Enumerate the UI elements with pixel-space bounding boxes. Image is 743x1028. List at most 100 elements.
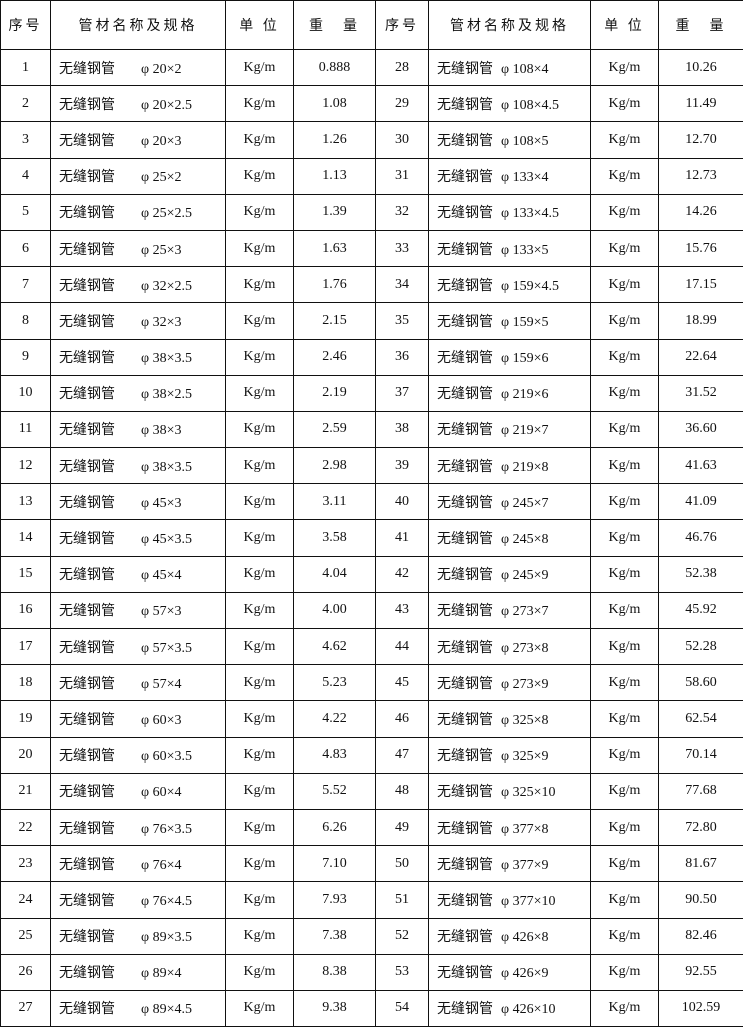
pipe-name: 无缝钢管 (59, 893, 115, 909)
weight: 31.52 (658, 374, 743, 412)
weight: 72.80 (658, 808, 743, 847)
weight: 17.15 (658, 266, 743, 304)
pipe-name: 无缝钢管 (59, 133, 115, 149)
pipe-spec: φ 133×4 (501, 170, 549, 186)
pipe-spec: φ 20×2.5 (141, 97, 192, 113)
pipe-name-spec: 无缝钢管 φ 76×4 (50, 845, 226, 883)
weight: 81.67 (658, 845, 743, 883)
unit: Kg/m (225, 845, 294, 883)
pipe-spec: φ 45×3 (141, 495, 182, 511)
weight: 2.59 (293, 410, 376, 449)
row-index: 30 (375, 121, 429, 159)
pipe-spec: φ 245×8 (501, 532, 549, 548)
pipe-name: 无缝钢管 (59, 61, 115, 77)
weight: 4.22 (293, 700, 376, 738)
pipe-name: 无缝钢管 (59, 495, 115, 511)
table-row: 19 无缝钢管 φ 60×3 Kg/m 4.22 46 无缝钢管 φ 325×8 Kg/m 62.… (0, 700, 743, 738)
pipe-spec: φ 108×4.5 (501, 97, 559, 113)
pipe-name-spec: 无缝钢管 φ 60×3.5 (50, 736, 226, 774)
pipe-spec: φ 325×8 (501, 712, 549, 728)
pipe-name-spec: 无缝钢管 φ 108×5 (428, 121, 591, 159)
pipe-name: 无缝钢管 (437, 712, 493, 728)
pipe-name-spec: 无缝钢管 φ 108×4 (428, 48, 591, 87)
pipe-spec: φ 89×4 (141, 966, 182, 982)
pipe-spec: φ 25×2.5 (141, 206, 192, 222)
row-index: 45 (375, 664, 429, 702)
pipe-spec: φ 245×9 (501, 568, 549, 584)
row-index: 37 (375, 374, 429, 412)
weight: 14.26 (658, 193, 743, 231)
pipe-spec: φ 57×3.5 (141, 640, 192, 656)
unit: Kg/m (590, 48, 659, 87)
pipe-name-spec: 无缝钢管 φ 45×3.5 (50, 519, 226, 557)
pipe-name: 无缝钢管 (437, 930, 493, 946)
pipe-name: 无缝钢管 (59, 314, 115, 330)
pipe-name-spec: 无缝钢管 φ 245×8 (428, 519, 591, 557)
pipe-name: 无缝钢管 (59, 568, 115, 584)
row-index: 15 (0, 555, 51, 593)
pipe-spec: φ 273×7 (501, 604, 549, 620)
row-index: 19 (0, 700, 51, 738)
pipe-spec: φ 20×2 (141, 61, 182, 77)
unit: Kg/m (590, 736, 659, 774)
weight: 41.63 (658, 447, 743, 485)
pipe-name-spec: 无缝钢管 φ 426×10 (428, 989, 591, 1028)
pipe-name: 无缝钢管 (59, 712, 115, 728)
pipe-name: 无缝钢管 (59, 857, 115, 873)
pipe-spec: φ 377×10 (501, 893, 556, 909)
unit: Kg/m (225, 736, 294, 774)
pipe-name-spec: 无缝钢管 φ 25×3 (50, 229, 226, 268)
unit: Kg/m (225, 700, 294, 738)
weight: 10.26 (658, 48, 743, 87)
pipe-spec: φ 219×6 (501, 387, 549, 403)
unit: Kg/m (225, 917, 294, 955)
pipe-name: 无缝钢管 (437, 676, 493, 692)
row-index: 8 (0, 302, 51, 340)
unit: Kg/m (590, 881, 659, 919)
pipe-spec: φ 219×8 (501, 459, 549, 475)
unit: Kg/m (590, 483, 659, 521)
pipe-name: 无缝钢管 (437, 966, 493, 982)
pipe-spec: φ 76×4.5 (141, 893, 192, 909)
weight: 4.04 (293, 555, 376, 593)
weight: 2.98 (293, 447, 376, 485)
pipe-spec: φ 377×9 (501, 857, 549, 873)
pipe-name: 无缝钢管 (59, 785, 115, 801)
weight: 7.10 (293, 845, 376, 883)
pipe-name-spec: 无缝钢管 φ 57×3.5 (50, 627, 226, 666)
header-weight: 重 量 (293, 0, 376, 50)
table-row: 24 无缝钢管 φ 76×4.5 Kg/m 7.93 51 无缝钢管 φ 377×10 Kg/m… (0, 881, 743, 919)
unit: Kg/m (590, 627, 659, 666)
row-index: 40 (375, 483, 429, 521)
table-row: 2 无缝钢管 φ 20×2.5 Kg/m 1.08 29 无缝钢管 φ 108×4.5 Kg/m… (0, 85, 743, 123)
table-row: 4 无缝钢管 φ 25×2 Kg/m 1.13 31 无缝钢管 φ 133×4 Kg/m 12.7… (0, 157, 743, 195)
row-index: 13 (0, 483, 51, 521)
row-index: 16 (0, 591, 51, 630)
row-index: 17 (0, 627, 51, 666)
weight: 90.50 (658, 881, 743, 919)
row-index: 7 (0, 266, 51, 304)
unit: Kg/m (590, 374, 659, 412)
pipe-name: 无缝钢管 (437, 749, 493, 765)
row-index: 35 (375, 302, 429, 340)
pipe-name-spec: 无缝钢管 φ 76×4.5 (50, 881, 226, 919)
pipe-name: 无缝钢管 (437, 97, 493, 113)
weight: 41.09 (658, 483, 743, 521)
pipe-name: 无缝钢管 (59, 278, 115, 294)
table-row: 10 无缝钢管 φ 38×2.5 Kg/m 2.19 37 无缝钢管 φ 219×6 Kg/m 3… (0, 374, 743, 412)
pipe-name-spec: 无缝钢管 φ 273×7 (428, 591, 591, 630)
unit: Kg/m (590, 989, 659, 1028)
weight: 1.76 (293, 266, 376, 304)
pipe-name-spec: 无缝钢管 φ 45×3 (50, 483, 226, 521)
unit: Kg/m (590, 917, 659, 955)
row-index: 22 (0, 808, 51, 847)
pipe-spec: φ 38×3.5 (141, 351, 192, 367)
weight: 82.46 (658, 917, 743, 955)
table-row: 17 无缝钢管 φ 57×3.5 Kg/m 4.62 44 无缝钢管 φ 273×8 Kg/m 5… (0, 627, 743, 666)
pipe-name: 无缝钢管 (59, 1002, 115, 1018)
pipe-spec: φ 20×3 (141, 133, 182, 149)
unit: Kg/m (225, 989, 294, 1028)
pipe-spec: φ 76×3.5 (141, 821, 192, 837)
row-index: 1 (0, 48, 51, 87)
unit: Kg/m (590, 193, 659, 231)
